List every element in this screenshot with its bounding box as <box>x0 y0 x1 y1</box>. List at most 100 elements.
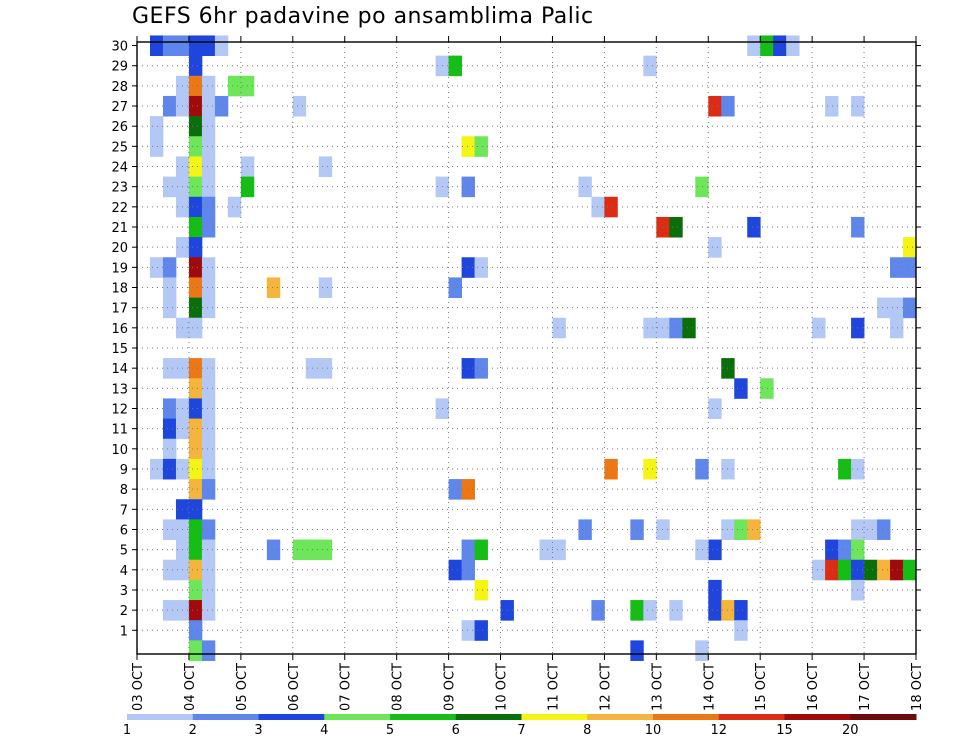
heatmap-cell <box>903 559 917 581</box>
heatmap-cell <box>734 378 748 399</box>
heatmap-cell <box>188 559 203 581</box>
heatmap-cell <box>188 35 203 57</box>
heatmap-cell <box>318 277 333 298</box>
heatmap-cell <box>149 116 164 137</box>
heatmap-cell <box>188 519 203 540</box>
heatmap-cell <box>227 196 242 218</box>
heatmap-cell <box>643 458 657 480</box>
y-tick-label: 10 <box>111 443 128 458</box>
heatmap-cell <box>188 176 203 198</box>
heatmap-cell <box>656 317 670 339</box>
heatmap-cell <box>890 317 904 339</box>
y-tick-label: 13 <box>111 382 128 397</box>
heatmap-cell <box>214 35 229 57</box>
chart-title: GEFS 6hr padavine po ansamblima Palic <box>132 4 594 29</box>
heatmap-cell <box>266 539 281 561</box>
colorbar-swatch <box>127 714 194 720</box>
heatmap-cell <box>461 479 475 500</box>
heatmap-cell <box>188 479 203 500</box>
heatmap-cell <box>188 539 203 561</box>
heatmap-cell <box>708 600 722 621</box>
heatmap-cell <box>318 358 333 379</box>
heatmap-cell <box>630 640 644 661</box>
y-tick-label: 15 <box>111 342 128 357</box>
heatmap-cell <box>656 519 670 540</box>
heatmap-cell <box>461 559 475 581</box>
y-tick-label: 22 <box>111 201 128 216</box>
heatmap-cell <box>695 176 709 198</box>
heatmap-cell <box>695 640 709 661</box>
heatmap-cell <box>591 196 605 218</box>
heatmap-cell <box>201 116 216 137</box>
heatmap-cell <box>864 559 878 581</box>
heatmap-cell <box>461 136 475 157</box>
heatmap-cell <box>162 297 177 319</box>
heatmap-cell <box>448 277 462 298</box>
heatmap-cell <box>201 257 216 278</box>
heatmap-cell <box>669 600 683 621</box>
heatmap-cell <box>474 136 488 157</box>
heatmap-cell <box>292 95 307 117</box>
heatmap-cell <box>877 297 891 319</box>
heatmap-cell <box>266 277 281 298</box>
heatmap-cell <box>734 600 748 621</box>
heatmap-cell <box>539 539 553 561</box>
heatmap-cell <box>578 519 592 540</box>
heatmap-cell <box>669 317 683 339</box>
heatmap-cell <box>760 378 774 399</box>
x-tick-label: 16 OCT <box>806 663 821 711</box>
heatmap-cell <box>448 479 462 500</box>
y-tick-label: 20 <box>111 241 128 256</box>
heatmap-cell <box>578 176 592 198</box>
heatmap-cell <box>201 559 216 581</box>
heatmap-cell <box>461 620 475 641</box>
heatmap-cell <box>162 95 177 117</box>
heatmap-cell <box>890 297 904 319</box>
colorbar-label: 10 <box>645 723 662 738</box>
heatmap-cell <box>461 257 475 278</box>
heatmap-cell <box>825 539 839 561</box>
heatmap-cell <box>188 297 203 319</box>
heatmap-cell <box>201 156 216 177</box>
colorbar-swatch <box>718 714 785 720</box>
y-tick-label: 1 <box>120 624 128 639</box>
heatmap-cell <box>201 539 216 561</box>
y-tick-label: 23 <box>111 181 128 196</box>
heatmap-cell <box>201 95 216 117</box>
heatmap-cell <box>708 398 722 419</box>
colorbar-label: 4 <box>320 723 328 738</box>
y-tick-label: 8 <box>120 483 128 498</box>
y-tick-label: 27 <box>111 100 128 115</box>
heatmap-cell <box>188 216 203 238</box>
heatmap-cell <box>214 95 229 117</box>
heatmap-cell <box>162 358 177 379</box>
colorbar-label: 15 <box>776 723 793 738</box>
colorbar-swatch <box>258 714 325 720</box>
heatmap-cell <box>890 257 904 278</box>
heatmap-cell <box>188 600 203 621</box>
heatmap-cell <box>188 398 203 419</box>
heatmap-cell <box>643 55 657 77</box>
heatmap-cell <box>188 196 203 218</box>
x-tick-label: 06 OCT <box>287 663 302 711</box>
heatmap-cell <box>747 216 761 238</box>
heatmap-cell <box>149 257 164 278</box>
colorbar-swatch <box>324 714 391 720</box>
heatmap-cell <box>760 35 774 57</box>
heatmap-cell <box>903 237 917 258</box>
colorbar-label: 1 <box>123 723 131 738</box>
colorbar-swatch <box>192 714 259 720</box>
y-tick-label: 2 <box>120 604 128 619</box>
heatmap-cell <box>188 237 203 258</box>
heatmap-cell <box>188 418 203 440</box>
heatmap-cell <box>318 156 333 177</box>
heatmap-cell <box>201 418 216 440</box>
heatmap-cell <box>188 358 203 379</box>
heatmap-cell <box>162 398 177 419</box>
heatmap-cell <box>149 136 164 157</box>
y-tick-label: 3 <box>120 584 128 599</box>
x-tick-label: 13 OCT <box>650 663 665 711</box>
heatmap-cell <box>747 519 761 540</box>
heatmap-cell <box>474 539 488 561</box>
